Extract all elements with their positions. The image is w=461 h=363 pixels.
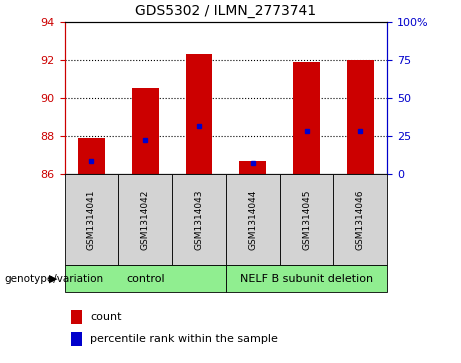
Bar (78, 138, 105, 174)
Text: count: count (90, 312, 122, 322)
Bar (118, 174, 172, 265)
Bar (280, 174, 333, 265)
Text: GSM1314045: GSM1314045 (302, 189, 311, 250)
Bar (185, 54, 213, 174)
Text: NELF B subunit deletion: NELF B subunit deletion (240, 274, 373, 284)
Text: ▶: ▶ (49, 274, 57, 284)
Bar (65, 265, 226, 292)
Bar (65, 174, 118, 265)
Bar (71, 310, 82, 324)
Text: control: control (126, 274, 165, 284)
Bar (172, 174, 226, 265)
Bar (132, 89, 159, 174)
Text: GSM1314046: GSM1314046 (356, 189, 365, 250)
Text: percentile rank within the sample: percentile rank within the sample (90, 334, 278, 344)
Text: GSM1314044: GSM1314044 (248, 189, 257, 250)
Text: genotype/variation: genotype/variation (5, 274, 104, 284)
Text: GSM1314042: GSM1314042 (141, 189, 150, 250)
Title: GDS5302 / ILMN_2773741: GDS5302 / ILMN_2773741 (136, 4, 316, 18)
Text: GSM1314041: GSM1314041 (87, 189, 96, 250)
Bar (226, 265, 387, 292)
Bar (333, 174, 387, 265)
Text: GSM1314043: GSM1314043 (195, 189, 203, 250)
Bar (239, 161, 266, 174)
Bar (293, 62, 320, 174)
Bar (226, 174, 280, 265)
Bar (347, 60, 374, 174)
Bar (71, 332, 82, 346)
